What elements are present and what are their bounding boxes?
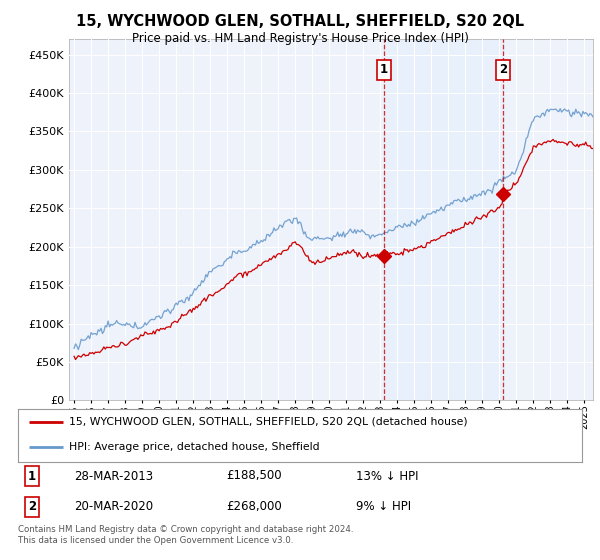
Text: 20-MAR-2020: 20-MAR-2020 xyxy=(74,500,154,514)
Text: 15, WYCHWOOD GLEN, SOTHALL, SHEFFIELD, S20 2QL (detached house): 15, WYCHWOOD GLEN, SOTHALL, SHEFFIELD, S… xyxy=(69,417,467,427)
Text: £188,500: £188,500 xyxy=(227,469,283,483)
Text: £268,000: £268,000 xyxy=(227,500,283,514)
Text: 1: 1 xyxy=(28,469,36,483)
Text: 15, WYCHWOOD GLEN, SOTHALL, SHEFFIELD, S20 2QL: 15, WYCHWOOD GLEN, SOTHALL, SHEFFIELD, S… xyxy=(76,14,524,29)
Text: Contains HM Land Registry data © Crown copyright and database right 2024.
This d: Contains HM Land Registry data © Crown c… xyxy=(18,525,353,545)
Bar xyxy=(384,39,503,400)
Text: 1: 1 xyxy=(380,63,388,77)
Text: 2: 2 xyxy=(28,500,36,514)
Text: HPI: Average price, detached house, Sheffield: HPI: Average price, detached house, Shef… xyxy=(69,442,319,452)
Text: 2: 2 xyxy=(499,63,507,77)
Text: 9% ↓ HPI: 9% ↓ HPI xyxy=(356,500,412,514)
Text: 28-MAR-2013: 28-MAR-2013 xyxy=(74,469,154,483)
Text: 13% ↓ HPI: 13% ↓ HPI xyxy=(356,469,419,483)
Text: Price paid vs. HM Land Registry's House Price Index (HPI): Price paid vs. HM Land Registry's House … xyxy=(131,32,469,45)
